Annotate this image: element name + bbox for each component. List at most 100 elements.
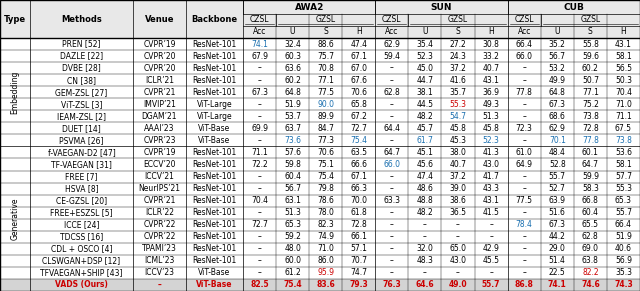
Text: 86.8: 86.8 xyxy=(515,281,534,290)
Text: –: – xyxy=(258,232,262,241)
Text: ICML’23: ICML’23 xyxy=(144,256,175,265)
Text: 52.8: 52.8 xyxy=(549,160,566,169)
Text: U: U xyxy=(554,28,560,36)
Text: Acc: Acc xyxy=(385,28,399,36)
Text: AAAI’23: AAAI’23 xyxy=(144,124,175,133)
Text: 53.2: 53.2 xyxy=(549,64,566,73)
Text: 61.0: 61.0 xyxy=(516,148,532,157)
Text: 27.2: 27.2 xyxy=(450,40,467,49)
Text: 75.4: 75.4 xyxy=(284,281,302,290)
Text: CDL + OSCO [4]: CDL + OSCO [4] xyxy=(51,244,112,253)
Text: CZSL: CZSL xyxy=(250,15,269,24)
Text: –: – xyxy=(522,184,526,193)
Text: ResNet-101: ResNet-101 xyxy=(193,220,237,229)
Text: 43.1: 43.1 xyxy=(483,196,500,205)
Text: –: – xyxy=(522,268,526,277)
Text: 78.4: 78.4 xyxy=(516,220,532,229)
Text: 66.4: 66.4 xyxy=(615,220,632,229)
Text: DVBE [28]: DVBE [28] xyxy=(62,64,101,73)
Text: 72.8: 72.8 xyxy=(351,220,367,229)
Text: 50.3: 50.3 xyxy=(615,76,632,85)
Text: 45.3: 45.3 xyxy=(449,136,467,145)
Text: PSVMA [26]: PSVMA [26] xyxy=(60,136,104,145)
Text: 88.6: 88.6 xyxy=(317,40,334,49)
Text: ResNet-101: ResNet-101 xyxy=(193,184,237,193)
Text: 64.8: 64.8 xyxy=(284,88,301,97)
Text: 55.8: 55.8 xyxy=(582,40,599,49)
Text: CLSWGAN+DSP [12]: CLSWGAN+DSP [12] xyxy=(42,256,120,265)
Text: 72.3: 72.3 xyxy=(516,124,532,133)
Text: 54.7: 54.7 xyxy=(449,112,467,121)
Text: TF-VAEGAN [31]: TF-VAEGAN [31] xyxy=(51,160,112,169)
Text: 86.0: 86.0 xyxy=(317,256,334,265)
Text: ECCV’20: ECCV’20 xyxy=(143,160,176,169)
Text: CVPR’20: CVPR’20 xyxy=(143,64,176,73)
Text: 78.0: 78.0 xyxy=(317,208,334,217)
Text: 60.0: 60.0 xyxy=(284,256,301,265)
Text: –: – xyxy=(456,232,460,241)
Text: 38.1: 38.1 xyxy=(417,88,433,97)
Text: DUET [14]: DUET [14] xyxy=(62,124,101,133)
Text: 77.5: 77.5 xyxy=(516,196,532,205)
Text: U: U xyxy=(422,28,428,36)
Text: ViT-Base: ViT-Base xyxy=(198,268,230,277)
Text: 48.0: 48.0 xyxy=(284,244,301,253)
Text: 63.1: 63.1 xyxy=(284,196,301,205)
Text: 35.4: 35.4 xyxy=(417,40,433,49)
Text: ResNet-101: ResNet-101 xyxy=(193,88,237,97)
Text: CUB: CUB xyxy=(563,3,584,12)
Text: Backbone: Backbone xyxy=(191,15,237,24)
Text: 73.8: 73.8 xyxy=(582,112,599,121)
Text: ICLR’22: ICLR’22 xyxy=(145,208,174,217)
Text: CN [38]: CN [38] xyxy=(67,76,96,85)
Text: ResNet-101: ResNet-101 xyxy=(193,148,237,157)
Text: 64.6: 64.6 xyxy=(415,281,435,290)
Text: DAZLE [22]: DAZLE [22] xyxy=(60,52,103,61)
Text: 69.9: 69.9 xyxy=(251,124,268,133)
Text: 75.1: 75.1 xyxy=(317,160,334,169)
Text: Embedding: Embedding xyxy=(10,70,19,114)
Text: FREE+ESZSL [5]: FREE+ESZSL [5] xyxy=(50,208,113,217)
Text: 60.4: 60.4 xyxy=(582,208,599,217)
Text: –: – xyxy=(258,172,262,181)
Text: ResNet-101: ResNet-101 xyxy=(193,208,237,217)
Text: 61.8: 61.8 xyxy=(351,208,367,217)
Text: 35.3: 35.3 xyxy=(615,268,632,277)
Text: 84.7: 84.7 xyxy=(317,124,334,133)
Text: 75.4: 75.4 xyxy=(317,172,334,181)
Text: 51.3: 51.3 xyxy=(483,112,500,121)
Text: –: – xyxy=(258,64,262,73)
Text: –: – xyxy=(522,232,526,241)
Text: PREN [52]: PREN [52] xyxy=(62,40,100,49)
Text: 57.7: 57.7 xyxy=(615,172,632,181)
Text: 64.9: 64.9 xyxy=(516,160,532,169)
Text: 39.0: 39.0 xyxy=(449,184,467,193)
Text: 67.3: 67.3 xyxy=(548,100,566,109)
Text: 59.9: 59.9 xyxy=(582,172,599,181)
Text: 43.3: 43.3 xyxy=(483,184,500,193)
Text: –: – xyxy=(489,268,493,277)
Text: Acc: Acc xyxy=(518,28,531,36)
Text: 67.3: 67.3 xyxy=(251,88,268,97)
Text: –: – xyxy=(522,112,526,121)
Text: 67.1: 67.1 xyxy=(350,172,367,181)
Text: 45.7: 45.7 xyxy=(417,124,433,133)
Text: S: S xyxy=(588,28,593,36)
Text: 47.4: 47.4 xyxy=(417,172,433,181)
Text: 70.0: 70.0 xyxy=(350,196,367,205)
Text: CVPR’22: CVPR’22 xyxy=(143,232,176,241)
Text: 52.7: 52.7 xyxy=(549,184,566,193)
Text: VADS (Ours): VADS (Ours) xyxy=(55,281,108,290)
Text: 43.0: 43.0 xyxy=(483,160,500,169)
Text: 37.2: 37.2 xyxy=(450,64,467,73)
Text: 78.6: 78.6 xyxy=(317,196,334,205)
Text: NeurIPS’21: NeurIPS’21 xyxy=(138,184,180,193)
Text: ViT-Base: ViT-Base xyxy=(198,124,230,133)
Text: 77.5: 77.5 xyxy=(317,88,334,97)
Text: 64.4: 64.4 xyxy=(383,124,401,133)
Text: 75.4: 75.4 xyxy=(350,136,367,145)
Text: ICCV’21: ICCV’21 xyxy=(145,172,175,181)
Text: 40.6: 40.6 xyxy=(615,244,632,253)
Text: 49.0: 49.0 xyxy=(449,281,467,290)
Text: 41.5: 41.5 xyxy=(483,208,500,217)
